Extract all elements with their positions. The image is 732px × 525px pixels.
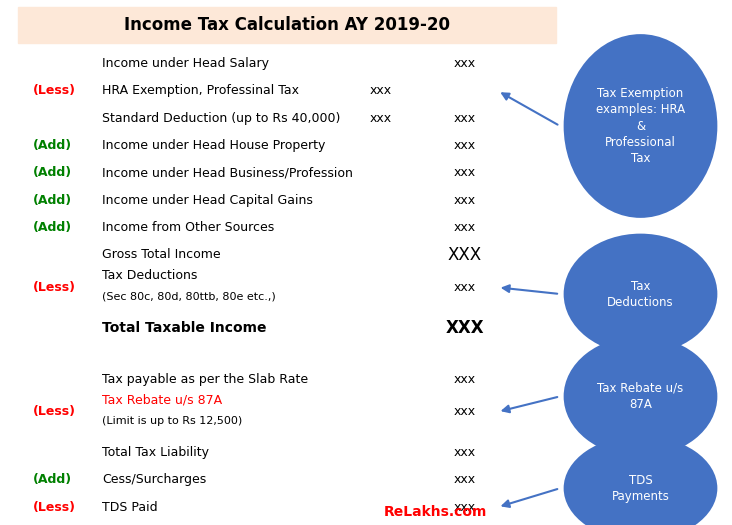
Text: XXX: XXX (446, 319, 484, 337)
Text: Gross Total Income: Gross Total Income (102, 248, 221, 261)
Text: xxx: xxx (454, 405, 476, 418)
Text: Income Tax Calculation AY 2019-20: Income Tax Calculation AY 2019-20 (124, 16, 450, 34)
Text: xxx: xxx (370, 112, 392, 124)
Text: xxx: xxx (454, 166, 476, 179)
Text: HRA Exemption, Professinal Tax: HRA Exemption, Professinal Tax (102, 85, 299, 97)
Text: Tax Rebate u/s 87A: Tax Rebate u/s 87A (102, 394, 223, 407)
Text: (Add): (Add) (33, 474, 72, 486)
Text: Tax
Deductions: Tax Deductions (607, 279, 674, 309)
Ellipse shape (564, 336, 717, 457)
Text: Tax payable as per the Slab Rate: Tax payable as per the Slab Rate (102, 373, 309, 385)
Text: Total Tax Liability: Total Tax Liability (102, 446, 209, 459)
Text: xxx: xxx (454, 139, 476, 152)
Text: (Less): (Less) (33, 501, 76, 513)
Text: xxx: xxx (370, 85, 392, 97)
Ellipse shape (564, 34, 717, 218)
Text: Income under Head Capital Gains: Income under Head Capital Gains (102, 194, 313, 206)
Ellipse shape (564, 234, 717, 354)
Text: (Add): (Add) (33, 194, 72, 206)
FancyBboxPatch shape (18, 7, 556, 43)
Text: Income under Head House Property: Income under Head House Property (102, 139, 326, 152)
Text: xxx: xxx (454, 281, 476, 294)
Ellipse shape (564, 436, 717, 525)
Text: Tax Deductions: Tax Deductions (102, 269, 198, 282)
Text: (Add): (Add) (33, 221, 72, 234)
Text: (Add): (Add) (33, 139, 72, 152)
Text: TDS
Payments: TDS Payments (611, 474, 670, 503)
Text: Income from Other Sources: Income from Other Sources (102, 221, 274, 234)
Text: xxx: xxx (454, 194, 476, 206)
Text: xxx: xxx (454, 373, 476, 385)
Text: (Less): (Less) (33, 85, 76, 97)
Text: xxx: xxx (454, 221, 476, 234)
Text: xxx: xxx (454, 474, 476, 486)
Text: xxx: xxx (454, 446, 476, 459)
Text: xxx: xxx (454, 112, 476, 124)
Text: XXX: XXX (448, 246, 482, 264)
Text: xxx: xxx (454, 57, 476, 70)
Text: Total Taxable Income: Total Taxable Income (102, 321, 267, 335)
Text: xxx: xxx (454, 501, 476, 513)
Text: Income under Head Business/Profession: Income under Head Business/Profession (102, 166, 354, 179)
Text: (Sec 80c, 80d, 80ttb, 80e etc.,): (Sec 80c, 80d, 80ttb, 80e etc.,) (102, 292, 276, 302)
Text: (Less): (Less) (33, 405, 76, 418)
Text: (Limit is up to Rs 12,500): (Limit is up to Rs 12,500) (102, 416, 243, 426)
Text: Standard Deduction (up to Rs 40,000): Standard Deduction (up to Rs 40,000) (102, 112, 341, 124)
Text: Income under Head Salary: Income under Head Salary (102, 57, 269, 70)
Text: Tax Rebate u/s
87A: Tax Rebate u/s 87A (597, 382, 684, 411)
Text: (Less): (Less) (33, 281, 76, 294)
Text: ReLakhs.com: ReLakhs.com (384, 505, 488, 519)
Text: Tax Exemption
examples: HRA
&
Professional
Tax: Tax Exemption examples: HRA & Profession… (596, 88, 685, 164)
Text: (Add): (Add) (33, 166, 72, 179)
Text: Cess/Surcharges: Cess/Surcharges (102, 474, 206, 486)
Text: TDS Paid: TDS Paid (102, 501, 158, 513)
